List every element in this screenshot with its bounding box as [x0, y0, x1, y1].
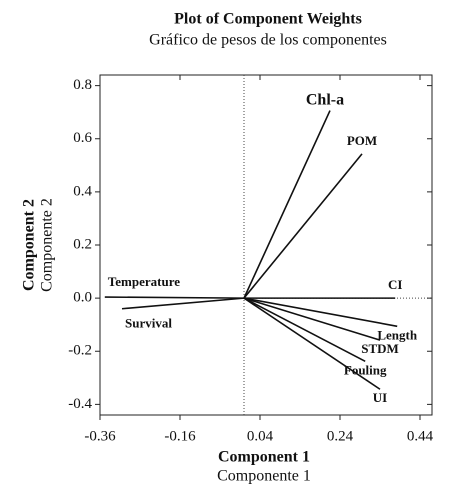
x-axis-title: Component 1: [218, 449, 310, 466]
x-axis-title-alt: Componente 1: [217, 468, 311, 485]
vector-label: Chl-a: [306, 91, 344, 108]
y-axis-title: Component 2: [21, 199, 38, 291]
x-tick-label: 0.24: [327, 428, 354, 444]
vector-label: POM: [347, 133, 377, 148]
loading-vector: [104, 296, 245, 299]
vector-label: Length: [377, 327, 418, 342]
x-tick-label: -0.36: [84, 428, 116, 444]
y-tick-label: 0.8: [73, 77, 92, 93]
chart-title: Plot of Component Weights: [174, 11, 362, 28]
y-tick-label: 0.2: [73, 236, 92, 252]
chart-subtitle: Gráfico de pesos de los componentes: [149, 32, 387, 49]
y-tick-label: 0.0: [73, 290, 92, 306]
loading-vector: [243, 297, 398, 328]
vector-label: Fouling: [344, 362, 387, 377]
loading-vector: [121, 297, 245, 310]
x-tick-label: 0.44: [407, 428, 434, 444]
vector-label: Survival: [125, 316, 172, 331]
x-tick-label: -0.16: [164, 428, 196, 444]
y-tick-label: -0.2: [68, 343, 92, 359]
y-axis-title-alt: Componente 2: [39, 198, 56, 292]
y-tick-label: -0.4: [68, 396, 92, 412]
loading-vector: [243, 110, 331, 299]
vector-label: Temperature: [108, 274, 180, 289]
vector-label: CI: [388, 277, 402, 292]
x-tick-label: 0.04: [247, 428, 274, 444]
vector-label: STDM: [361, 341, 399, 356]
loading-vector: [243, 297, 366, 363]
loading-vector: [243, 297, 381, 341]
vector-label: UI: [373, 390, 387, 405]
loading-vector: [243, 153, 363, 299]
y-tick-label: 0.6: [73, 130, 92, 146]
y-tick-label: 0.4: [73, 183, 92, 199]
loading-vector: [243, 297, 381, 390]
